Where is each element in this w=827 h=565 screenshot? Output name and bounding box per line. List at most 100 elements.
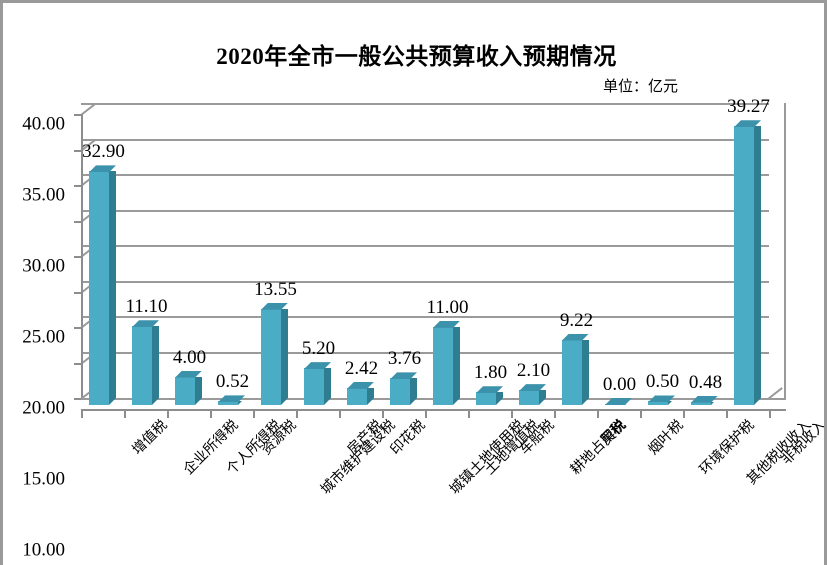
bar-top-face [175, 370, 202, 378]
bar-value-label: 4.00 [172, 346, 207, 368]
bar [519, 384, 546, 405]
gridline [81, 280, 769, 283]
gridline [81, 351, 769, 354]
x-tick [253, 409, 255, 418]
x-tick [511, 409, 513, 418]
y-axis-label: 20.00 [22, 397, 65, 419]
bar-front-face [390, 378, 410, 405]
x-tick [124, 409, 126, 418]
bar [691, 395, 718, 405]
bar [218, 395, 245, 405]
x-tick [382, 409, 384, 418]
bar-front-face [433, 326, 453, 405]
x-tick [769, 409, 771, 418]
bar [605, 398, 632, 405]
bar-top-face [304, 362, 331, 370]
x-tick [726, 409, 728, 418]
y-tick: 15.00 [22, 291, 82, 490]
bar-side-face [238, 401, 245, 405]
bar-top-face [734, 120, 761, 128]
bar-side-face [668, 401, 675, 405]
bar-value-label: 0.52 [215, 371, 250, 393]
y-axis-label: 10.00 [22, 539, 65, 561]
x-tick [81, 409, 83, 418]
plot-area: 0.00 5.00 10.00 15.00 20.00 25.00 30.00 35.00 40… [22, 96, 786, 561]
y-tick: 40.00 [22, 114, 82, 135]
bar-front-face [175, 376, 195, 405]
bar-side-face [410, 378, 417, 405]
bar-side-face [582, 340, 589, 405]
bar [562, 333, 589, 405]
bar-side-face [496, 392, 503, 405]
bar-side-face [711, 402, 718, 405]
bar [261, 302, 288, 405]
x-axis [81, 409, 786, 411]
bar-front-face [132, 326, 152, 405]
bar-top-face [519, 384, 546, 392]
bar [304, 362, 331, 405]
bar-front-face [89, 171, 109, 405]
bar-value-label: 32.90 [82, 141, 125, 163]
bar-side-face [539, 390, 546, 405]
y-tick: 35.00 [22, 149, 82, 206]
bar-side-face [453, 327, 460, 405]
y-tick: 5.00 [74, 362, 82, 365]
bar-side-face [281, 309, 288, 405]
bar-value-label: 0.48 [688, 371, 723, 393]
bar-value-label: 11.10 [125, 296, 168, 318]
bar-front-face [648, 401, 668, 405]
bar-side-face [109, 171, 116, 405]
bar-top-face [390, 372, 417, 380]
y-tick: 0.00 [74, 398, 82, 400]
bar [89, 165, 116, 405]
x-axis-category-label: 资源税 [257, 417, 299, 459]
x-tick [339, 409, 341, 418]
y-axis-label: 25.00 [22, 326, 65, 348]
x-tick [425, 409, 427, 418]
y-axis-label: 30.00 [22, 255, 65, 277]
bar-top-face [433, 320, 460, 328]
bar-value-label: 0.50 [645, 371, 680, 393]
bar-value-label: 2.10 [516, 360, 551, 382]
bar-top-face [261, 302, 288, 310]
bar-value-label: 5.20 [301, 338, 336, 360]
bar [433, 320, 460, 405]
bar-side-face [367, 388, 374, 405]
chart-unit-label: 单位：亿元 [602, 77, 678, 95]
bar-side-face [324, 368, 331, 405]
bar-front-face [304, 368, 324, 405]
bar [734, 120, 761, 405]
bar [132, 320, 159, 405]
bar-top-face [691, 395, 718, 403]
bar-value-label: 39.27 [727, 96, 770, 118]
bar [390, 372, 417, 405]
bar-value-label: 11.00 [426, 296, 469, 318]
bar-top-face [562, 333, 589, 341]
x-axis-category-label: 烟叶税 [644, 417, 686, 459]
x-tick [468, 409, 470, 418]
x-tick [296, 409, 298, 418]
bar-front-face [562, 339, 582, 405]
bar-value-label: 1.80 [473, 362, 508, 384]
bar-front-face [519, 390, 539, 405]
bar-top-face [132, 320, 159, 328]
bar-side-face [152, 326, 159, 405]
chart-title: 2020年全市一般公共预算收入预期情况 [216, 44, 617, 69]
x-tick [167, 409, 169, 418]
y-axis-label: 40.00 [22, 113, 65, 135]
gridline [81, 316, 769, 318]
bar-side-face [754, 126, 761, 405]
y-tick: 20.00 [22, 256, 82, 419]
bar-top-face [648, 395, 675, 403]
bar-top-face [89, 165, 116, 173]
bar-top-face [605, 398, 632, 405]
bar-top-face [218, 395, 245, 403]
bar-value-label: 13.55 [254, 278, 297, 300]
bar-value-label: 2.42 [344, 357, 379, 379]
y-axis-label: 35.00 [22, 184, 65, 206]
bar-top-face [347, 381, 374, 389]
bar-value-label: 3.76 [387, 348, 422, 370]
bar [476, 386, 503, 405]
gridline [81, 103, 769, 105]
